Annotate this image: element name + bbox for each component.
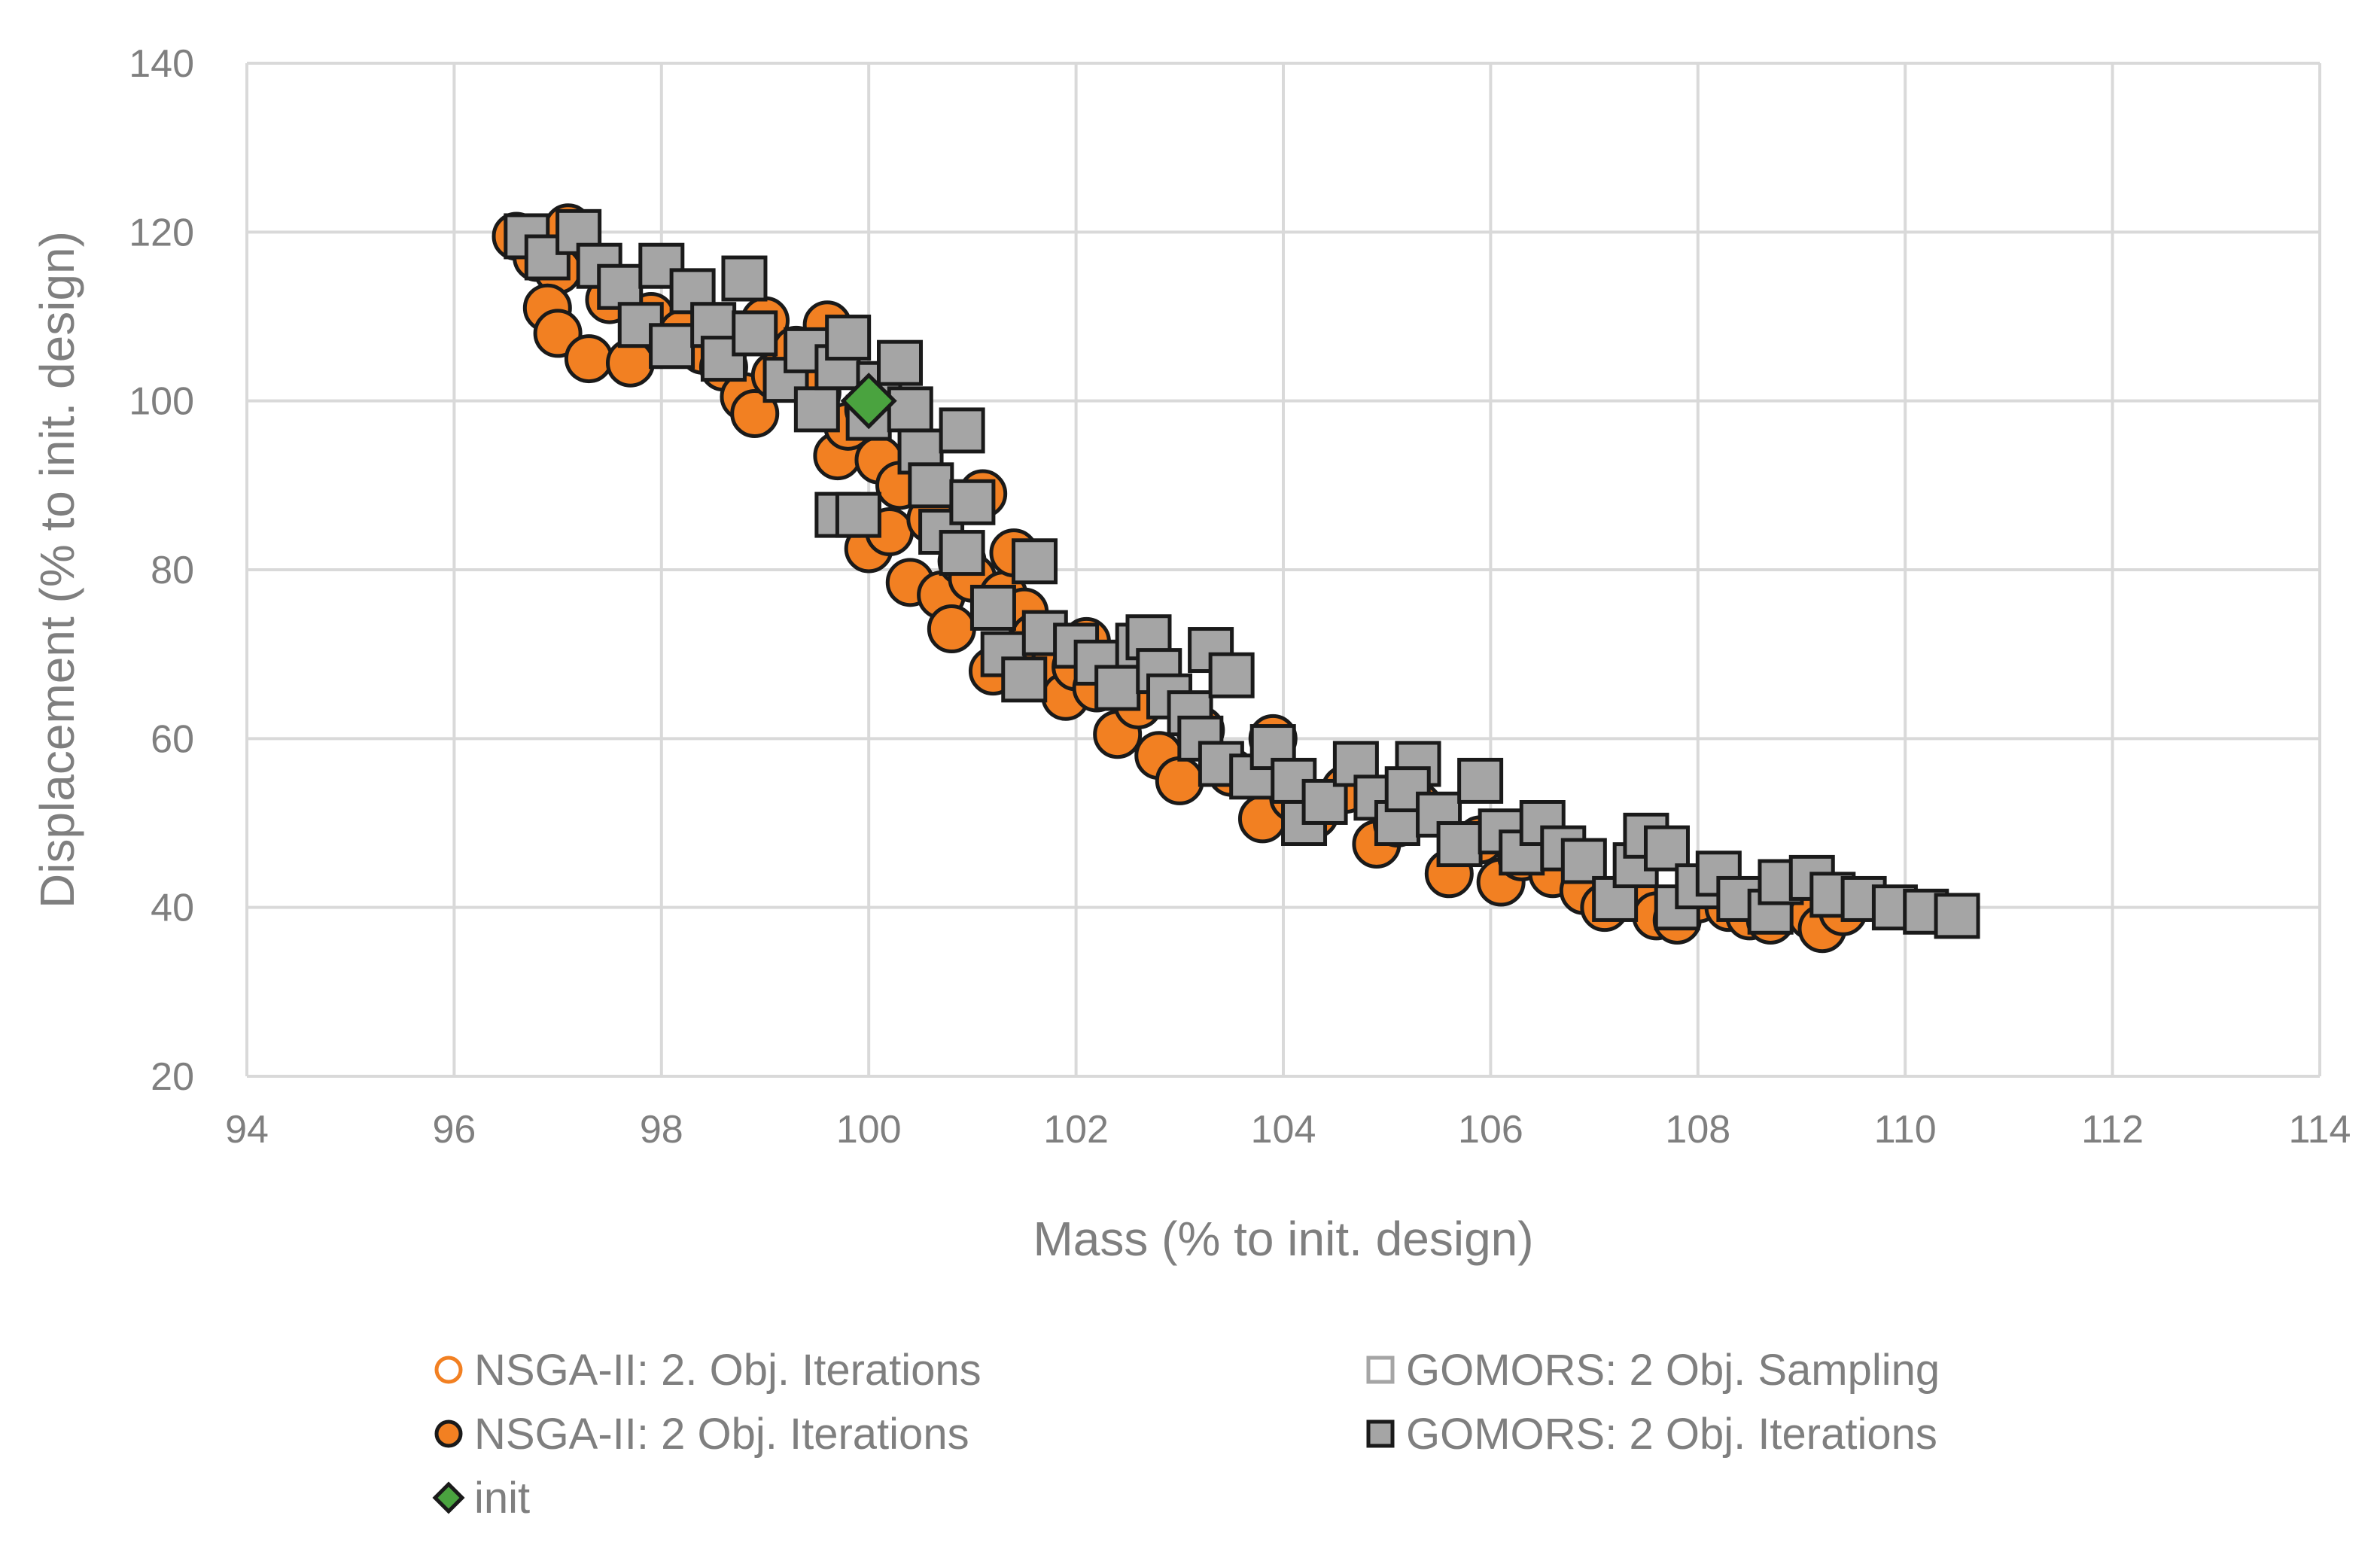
legend-entry: NSGA-II: 2. Obj. Iterations	[434, 1346, 982, 1395]
x-tick-label: 98	[640, 1108, 683, 1152]
x-tick-label: 100	[836, 1108, 902, 1152]
legend-label: init	[474, 1474, 530, 1523]
init-point	[840, 373, 897, 430]
x-tick-label: 110	[1874, 1108, 1937, 1152]
x-tick-label: 112	[2081, 1108, 2144, 1152]
gomors-point	[1301, 778, 1348, 825]
diamond-icon	[432, 1481, 465, 1514]
gomors-point	[887, 386, 933, 433]
axes: 94 96 98 100 102 104 106 108 110 112 114 20 40 60 80 10…	[30, 42, 2351, 1266]
circle-filled-icon	[434, 1419, 463, 1448]
y-tick-label: 120	[129, 211, 194, 254]
gomors-point	[1094, 665, 1141, 711]
gomors-point	[1208, 652, 1255, 698]
x-tick-label: 106	[1458, 1108, 1523, 1152]
gomors-point	[1560, 838, 1607, 884]
nsga-point	[927, 604, 976, 654]
y-tick-label: 100	[129, 380, 194, 424]
x-tick-label: 108	[1665, 1108, 1730, 1152]
gomors-point	[732, 310, 778, 357]
gomors-point	[969, 584, 1016, 631]
legend-label: NSGA-II: 2 Obj. Iterations	[474, 1410, 969, 1459]
legend-entry: GOMORS: 2 Obj. Iterations	[1366, 1410, 1937, 1459]
x-tick-label: 114	[2289, 1108, 2351, 1152]
circle-open-icon	[434, 1356, 463, 1384]
gomors-point	[524, 234, 571, 281]
y-tick-label: 40	[151, 887, 194, 930]
legend-label: GOMORS: 2 Obj. Iterations	[1406, 1410, 1937, 1459]
gomors-point	[721, 255, 768, 302]
gomors-point	[700, 336, 747, 382]
gomors-point	[1001, 656, 1048, 703]
legend-entry: GOMORS: 2 Obj. Sampling	[1366, 1346, 1940, 1395]
legend-entry: NSGA-II: 2 Obj. Iterations	[434, 1410, 969, 1459]
legend-entry: init	[432, 1474, 530, 1523]
gomors-point	[793, 386, 840, 433]
nsga-point	[1155, 756, 1204, 805]
square-open-icon	[1366, 1356, 1395, 1384]
x-axis-title: Mass (% to init. design)	[1033, 1212, 1533, 1266]
x-tick-label: 104	[1251, 1108, 1316, 1152]
gomors-point	[649, 323, 695, 370]
gomors-point	[1436, 821, 1483, 868]
gomors-point	[939, 407, 985, 454]
gomors-point	[1457, 757, 1504, 804]
y-tick-label: 80	[151, 549, 194, 592]
gomors-point	[1934, 893, 1980, 939]
gomors-point	[1012, 538, 1058, 585]
gomors-point	[908, 462, 954, 509]
gomors-point	[597, 263, 644, 310]
gomors-point	[949, 479, 996, 525]
y-tick-label: 20	[151, 1055, 194, 1099]
gomors-point	[939, 530, 985, 577]
x-tick-label: 96	[432, 1108, 476, 1152]
x-tick-label: 102	[1043, 1108, 1109, 1152]
y-tick-label: 60	[151, 717, 194, 761]
gomors-point	[638, 242, 685, 289]
nsga-point	[564, 334, 613, 384]
data-points	[492, 203, 1980, 954]
gomors-point	[835, 491, 881, 538]
legend-label: NSGA-II: 2. Obj. Iterations	[474, 1346, 982, 1395]
square-filled-icon	[1366, 1419, 1395, 1448]
y-tick-label: 140	[129, 42, 194, 86]
legend: NSGA-II: 2. Obj. Iterations NSGA-II: 2 Ob…	[432, 1346, 1940, 1523]
gomors-point	[825, 315, 872, 361]
y-axis-title: Displacement (% to init. design)	[30, 231, 84, 908]
gomors-point	[1643, 825, 1690, 872]
x-tick-label: 94	[225, 1108, 269, 1152]
gomors-point	[877, 339, 924, 386]
legend-label: GOMORS: 2 Obj. Sampling	[1406, 1346, 1940, 1395]
